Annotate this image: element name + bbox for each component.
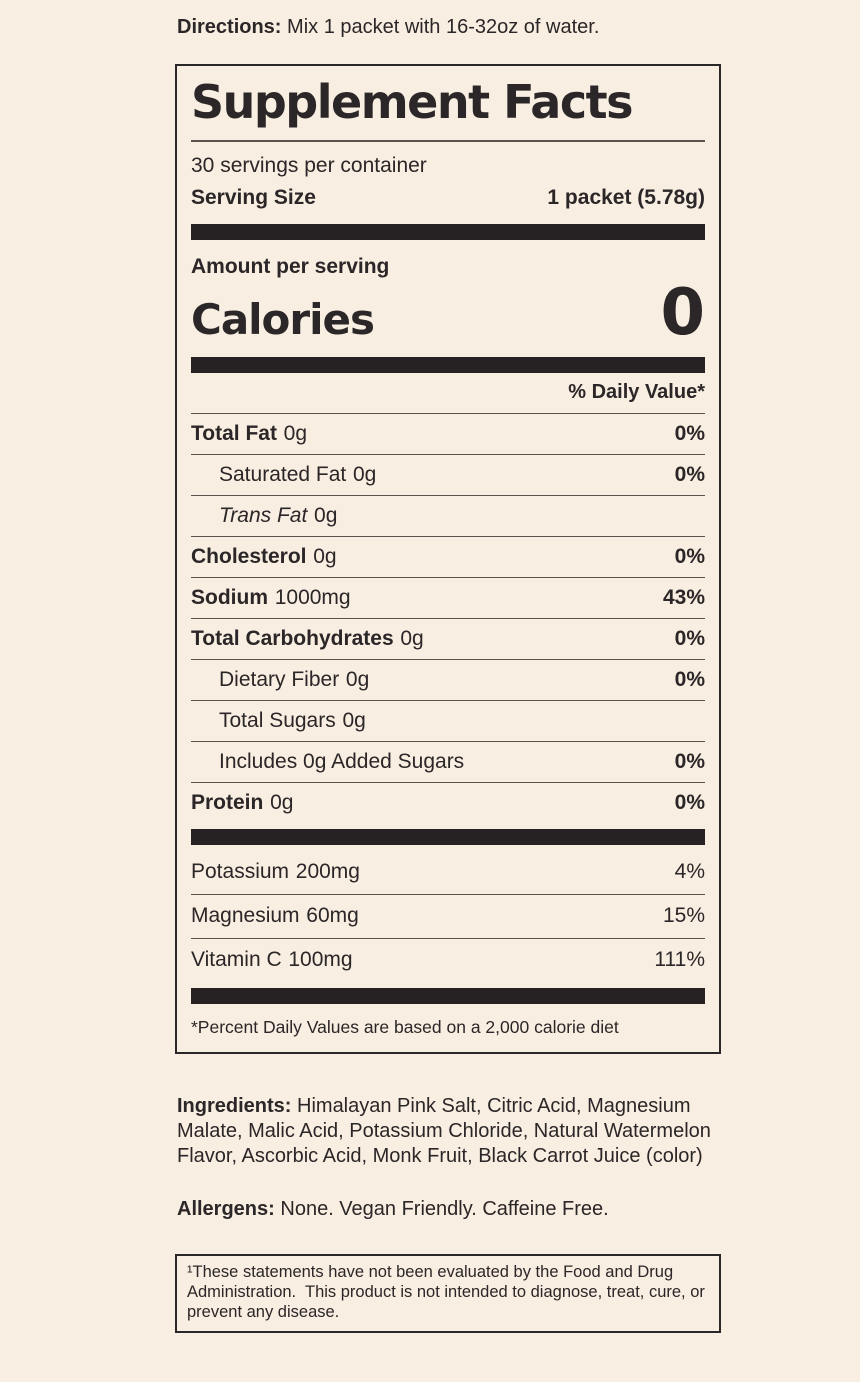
nutrient-row-total-carbohydrates: Total Carbohydrates 0g 0% — [191, 619, 705, 660]
nutrient-amount: 100mg — [288, 948, 353, 972]
nutrient-dv: 0% — [674, 790, 705, 814]
nutrient-amount: 0g — [342, 708, 366, 732]
nutrient-row-trans-fat: Trans Fat 0g — [191, 496, 705, 537]
amount-per-serving-label: Amount per serving — [191, 254, 390, 278]
serving-size-row: Serving Size 1 packet (5.78g) — [191, 183, 705, 213]
nutrient-name: Total Sugars — [219, 708, 336, 732]
nutrient-row-added-sugars: Includes 0g Added Sugars 0% — [191, 742, 705, 783]
nutrient-row-cholesterol: Cholesterol 0g 0% — [191, 537, 705, 578]
calories-value: 0 — [660, 275, 705, 350]
nutrient-dv: 0% — [674, 749, 705, 773]
nutrient-name: Dietary Fiber — [219, 667, 340, 691]
nutrient-row-total-fat: Total Fat 0g 0% — [191, 414, 705, 455]
allergens-label: Allergens: — [177, 1197, 275, 1220]
nutrient-row-potassium: Potassium 200mg 4% — [191, 851, 705, 895]
nutrient-row-dietary-fiber: Dietary Fiber 0g 0% — [191, 660, 705, 701]
panel-title: Supplement Facts — [191, 75, 634, 129]
nutrient-amount: 0g — [283, 421, 308, 445]
nutrient-name: Total Carbohydrates — [191, 626, 394, 650]
nutrient-row-vitamin-c: Vitamin C 100mg 111% — [191, 939, 705, 982]
nutrient-name: Magnesium — [191, 904, 300, 928]
calories-row: Calories 0 — [191, 281, 705, 345]
disclaimer-footnote-symbol: ¹ — [187, 1262, 193, 1281]
allergens-paragraph: Allergens: None. Vegan Friendly. Caffein… — [177, 1196, 721, 1222]
nutrient-row-magnesium: Magnesium 60mg 15% — [191, 895, 705, 939]
ingredients-paragraph: Ingredients: Himalayan Pink Salt, Citric… — [177, 1094, 721, 1169]
directions-text: Mix 1 packet with 16-32oz of water. — [287, 16, 600, 38]
ingredients-text: Himalayan Pink Salt, Citric Acid, Magnes… — [177, 1094, 711, 1167]
nutrient-dv: 0% — [674, 667, 705, 691]
nutrient-amount: 0g — [270, 790, 294, 814]
thick-divider-bar — [191, 223, 705, 240]
nutrient-name: Saturated Fat — [219, 462, 347, 486]
nutrient-name: Total Fat — [191, 421, 277, 445]
thick-divider-bar — [191, 828, 705, 845]
nutrient-amount: 60mg — [306, 904, 359, 928]
thick-divider-bar — [191, 356, 705, 373]
calories-label: Calories — [191, 294, 375, 344]
daily-value-footnote: *Percent Daily Values are based on a 2,0… — [191, 1016, 619, 1037]
daily-value-header: % Daily Value* — [191, 377, 705, 414]
fda-disclaimer-box: ¹These statements have not been evaluate… — [175, 1253, 721, 1334]
nutrient-row-saturated-fat: Saturated Fat 0g 0% — [191, 455, 705, 496]
nutrient-amount: 0g — [352, 462, 377, 486]
supplement-facts-panel: Supplement Facts 30 servings per contain… — [175, 64, 721, 1054]
nutrient-amount: 0g — [313, 544, 337, 568]
nutrient-amount: 1000mg — [274, 585, 351, 609]
nutrient-dv: 0% — [674, 544, 705, 568]
mineral-rows: Potassium 200mg 4% Magnesium 60mg 15% Vita… — [191, 851, 705, 982]
nutrient-dv: 0% — [674, 626, 705, 650]
nutrient-dv: 0% — [674, 421, 705, 445]
directions-label: Directions: — [177, 16, 282, 38]
nutrient-name: Trans Fat — [219, 503, 308, 527]
label-page: Directions: Mix 1 packet with 16-32oz of… — [175, 0, 721, 1334]
nutrient-dv: 0% — [674, 462, 705, 486]
nutrient-row-total-sugars: Total Sugars 0g — [191, 701, 705, 742]
nutrient-amount: 0g — [345, 667, 370, 691]
nutrient-name: Cholesterol — [191, 544, 307, 568]
title-divider — [191, 139, 705, 142]
ingredients-label: Ingredients: — [177, 1094, 292, 1117]
nutrient-name: Potassium — [191, 860, 290, 884]
allergens-text: None. Vegan Friendly. Caffeine Free. — [280, 1197, 609, 1220]
nutrient-row-sodium: Sodium 1000mg 43% — [191, 578, 705, 619]
serving-size-label: Serving Size — [191, 186, 316, 210]
nutrient-dv: 43% — [662, 585, 705, 609]
nutrient-amount: 0g — [314, 503, 338, 527]
nutrient-name: Includes 0g Added Sugars — [219, 749, 465, 773]
nutrient-rows: Total Fat 0g 0% Saturated Fat 0g 0% Trans … — [191, 414, 705, 823]
servings-per-container: 30 servings per container — [191, 153, 427, 177]
nutrient-name: Sodium — [191, 585, 268, 609]
thick-divider-bar — [191, 987, 705, 1004]
nutrient-dv: 15% — [662, 904, 705, 928]
nutrient-amount: 200mg — [295, 860, 360, 884]
nutrient-amount: 0g — [400, 626, 424, 650]
nutrient-name: Protein — [191, 790, 264, 814]
disclaimer-text: These statements have not been evaluated… — [187, 1262, 710, 1321]
nutrient-row-protein: Protein 0g 0% — [191, 783, 705, 823]
directions-line: Directions: Mix 1 packet with 16-32oz of… — [177, 14, 721, 40]
nutrient-dv: 4% — [674, 860, 705, 884]
serving-size-value: 1 packet (5.78g) — [547, 186, 705, 210]
nutrient-dv: 111% — [654, 948, 705, 972]
nutrient-name: Vitamin C — [191, 948, 282, 972]
